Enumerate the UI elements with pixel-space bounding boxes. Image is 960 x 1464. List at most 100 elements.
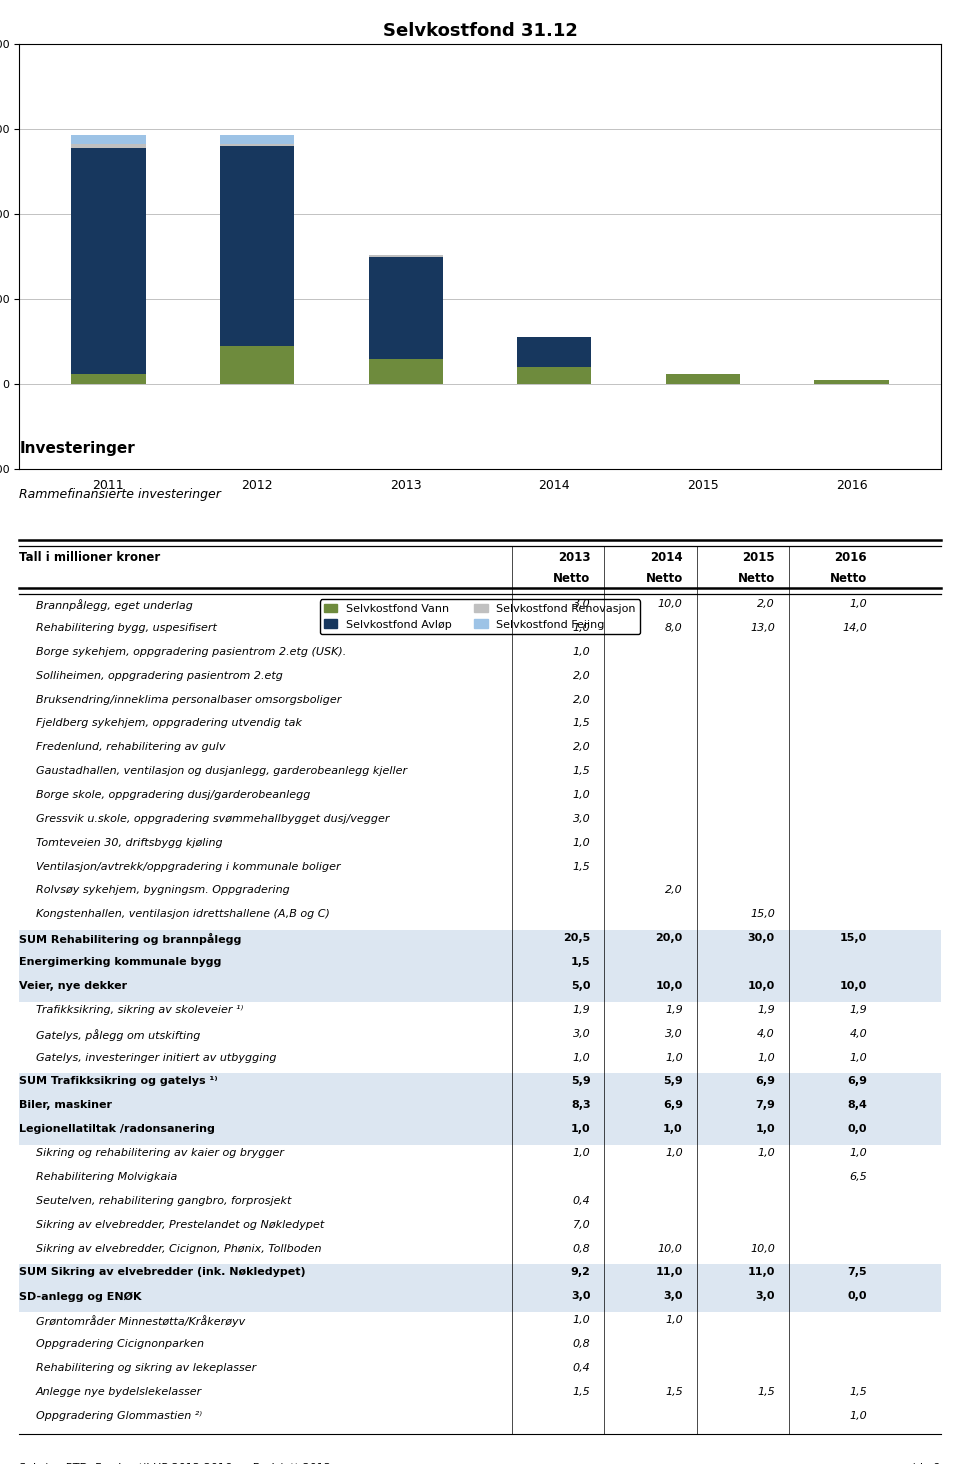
Text: 1,0: 1,0 <box>757 1148 775 1158</box>
Text: 1,0: 1,0 <box>850 1411 867 1420</box>
Text: 3,0: 3,0 <box>571 1291 590 1301</box>
Text: 1,9: 1,9 <box>757 1004 775 1015</box>
Text: Kongstenhallen, ventilasjon idrettshallene (A,B og C): Kongstenhallen, ventilasjon idrettshalle… <box>36 909 329 919</box>
Text: 2015: 2015 <box>742 550 775 564</box>
Text: Grøntområder Minnestøtta/Kråkerøyv: Grøntområder Minnestøtta/Kråkerøyv <box>36 1315 245 1326</box>
Text: Sikring av elvebredder, Prestelandet og Nøkledypet: Sikring av elvebredder, Prestelandet og … <box>36 1220 324 1230</box>
Text: 1,9: 1,9 <box>850 1004 867 1015</box>
Text: Anlegge nye bydelslekelasser: Anlegge nye bydelslekelasser <box>36 1386 202 1397</box>
Text: 15,0: 15,0 <box>750 909 775 919</box>
FancyBboxPatch shape <box>19 1263 941 1288</box>
Text: 3,0: 3,0 <box>573 599 590 609</box>
Text: 1,9: 1,9 <box>573 1004 590 1015</box>
Text: Biler, maskiner: Biler, maskiner <box>19 1101 112 1110</box>
Bar <box>517 367 591 384</box>
Text: 6,9: 6,9 <box>662 1101 683 1110</box>
Text: 1,5: 1,5 <box>757 1386 775 1397</box>
Text: 0,8: 0,8 <box>573 1340 590 1348</box>
Text: Rammefinansierte investeringer: Rammefinansierte investeringer <box>19 488 221 501</box>
Text: 2014: 2014 <box>650 550 683 564</box>
Text: 0,4: 0,4 <box>573 1363 590 1373</box>
Bar <box>369 255 443 256</box>
Text: SUM Trafikksikring og gatelys ¹⁾: SUM Trafikksikring og gatelys ¹⁾ <box>19 1076 218 1086</box>
Text: 2,0: 2,0 <box>665 886 683 896</box>
Bar <box>220 135 294 143</box>
Text: 7,5: 7,5 <box>848 1268 867 1278</box>
Text: Rehabilitering og sikring av lekeplasser: Rehabilitering og sikring av lekeplasser <box>36 1363 256 1373</box>
Text: 0,8: 0,8 <box>573 1243 590 1253</box>
Text: 6,9: 6,9 <box>847 1076 867 1086</box>
Text: 1,0: 1,0 <box>573 837 590 848</box>
FancyBboxPatch shape <box>19 1288 941 1312</box>
Text: 1,0: 1,0 <box>573 1315 590 1325</box>
Text: Solliheimen, oppgradering pasientrom 2.etg: Solliheimen, oppgradering pasientrom 2.e… <box>36 671 282 681</box>
FancyBboxPatch shape <box>19 953 941 978</box>
Text: 13,0: 13,0 <box>750 622 775 632</box>
Text: Sikring og rehabilitering av kaier og brygger: Sikring og rehabilitering av kaier og br… <box>36 1148 284 1158</box>
Text: 5,9: 5,9 <box>663 1076 683 1086</box>
Text: 7,0: 7,0 <box>573 1220 590 1230</box>
Text: 3,0: 3,0 <box>663 1291 683 1301</box>
Text: Seutelven, rehabilitering gangbro, forprosjekt: Seutelven, rehabilitering gangbro, forpr… <box>36 1196 291 1206</box>
Text: Gatelys, investeringer initiert av utbygging: Gatelys, investeringer initiert av utbyg… <box>36 1053 276 1063</box>
Text: 1,0: 1,0 <box>663 1124 683 1135</box>
Text: 14,0: 14,0 <box>842 622 867 632</box>
Text: 0,0: 0,0 <box>848 1124 867 1135</box>
Text: 1,0: 1,0 <box>573 1053 590 1063</box>
Text: SUM Rehabilitering og brannpålegg: SUM Rehabilitering og brannpålegg <box>19 933 242 946</box>
Text: Rehabilitering Molvigkaia: Rehabilitering Molvigkaia <box>36 1171 178 1181</box>
Text: 1,0: 1,0 <box>573 1148 590 1158</box>
Text: 10,0: 10,0 <box>656 981 683 991</box>
Text: 15,0: 15,0 <box>840 933 867 943</box>
Text: Fjeldberg sykehjem, oppgradering utvendig tak: Fjeldberg sykehjem, oppgradering utvendi… <box>36 719 301 729</box>
Bar <box>71 148 146 373</box>
Text: 2,0: 2,0 <box>757 599 775 609</box>
Text: 1,9: 1,9 <box>665 1004 683 1015</box>
Text: 10,0: 10,0 <box>748 981 775 991</box>
Text: Legionellatiltak /radonsanering: Legionellatiltak /radonsanering <box>19 1124 215 1135</box>
Text: 2,0: 2,0 <box>573 742 590 752</box>
Text: 3,0: 3,0 <box>665 1029 683 1038</box>
Text: Borge skole, oppgradering dusj/garderobeanlegg: Borge skole, oppgradering dusj/garderobe… <box>36 791 310 799</box>
Bar <box>71 373 146 384</box>
Bar <box>71 135 146 143</box>
Text: 1,5: 1,5 <box>571 957 590 968</box>
Text: Brannpålegg, eget underlag: Brannpålegg, eget underlag <box>36 599 193 610</box>
Text: 11,0: 11,0 <box>656 1268 683 1278</box>
Text: 1,0: 1,0 <box>665 1315 683 1325</box>
Text: 6,9: 6,9 <box>755 1076 775 1086</box>
Legend: Selvkostfond Vann, Selvkostfond Avløp, Selvkostfond Renovasjon, Selvkostfond Fei: Selvkostfond Vann, Selvkostfond Avløp, S… <box>320 599 640 634</box>
Text: Energimerking kommunale bygg: Energimerking kommunale bygg <box>19 957 222 968</box>
Text: 1,0: 1,0 <box>571 1124 590 1135</box>
Text: 2,0: 2,0 <box>573 671 590 681</box>
Bar <box>369 256 443 359</box>
Text: 2,0: 2,0 <box>573 694 590 704</box>
Text: 1,0: 1,0 <box>573 622 590 632</box>
Text: 0,4: 0,4 <box>573 1196 590 1206</box>
Text: Veier, nye dekker: Veier, nye dekker <box>19 981 128 991</box>
Text: SUM Sikring av elvebredder (ink. Nøkledypet): SUM Sikring av elvebredder (ink. Nøkledy… <box>19 1268 306 1278</box>
Text: 1,0: 1,0 <box>665 1053 683 1063</box>
Bar <box>814 381 889 384</box>
Text: 2016: 2016 <box>834 550 867 564</box>
Text: 8,0: 8,0 <box>665 622 683 632</box>
Text: 10,0: 10,0 <box>840 981 867 991</box>
Text: 4,0: 4,0 <box>850 1029 867 1038</box>
Text: 6,5: 6,5 <box>850 1171 867 1181</box>
Text: 20,5: 20,5 <box>564 933 590 943</box>
Text: 10,0: 10,0 <box>658 1243 683 1253</box>
Text: Netto: Netto <box>553 572 590 586</box>
Text: Gressvik u.skole, oppgradering svømmehallbygget dusj/vegger: Gressvik u.skole, oppgradering svømmehal… <box>36 814 390 824</box>
Bar <box>220 143 294 146</box>
Text: 1,5: 1,5 <box>665 1386 683 1397</box>
Text: 5,0: 5,0 <box>571 981 590 991</box>
Text: 1,0: 1,0 <box>850 599 867 609</box>
FancyBboxPatch shape <box>19 1121 941 1145</box>
Text: 3,0: 3,0 <box>573 1029 590 1038</box>
Text: Ventilasjon/avtrekk/oppgradering i kommunale boliger: Ventilasjon/avtrekk/oppgradering i kommu… <box>36 862 341 871</box>
Text: 20,0: 20,0 <box>656 933 683 943</box>
Text: 4,0: 4,0 <box>757 1029 775 1038</box>
Text: 0,0: 0,0 <box>848 1291 867 1301</box>
Text: 1,0: 1,0 <box>665 1148 683 1158</box>
Text: Oppgradering Glommastien ²⁾: Oppgradering Glommastien ²⁾ <box>36 1411 202 1420</box>
